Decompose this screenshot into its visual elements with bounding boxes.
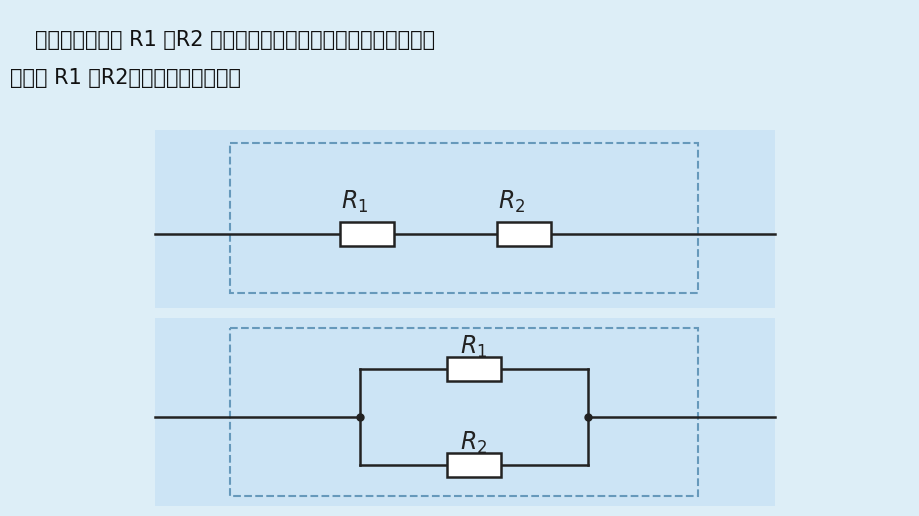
Text: $R_1$: $R_1$ xyxy=(460,334,487,360)
Text: $R_2$: $R_2$ xyxy=(498,189,525,215)
Bar xyxy=(230,328,698,496)
Bar xyxy=(447,357,501,381)
Bar xyxy=(154,318,774,506)
Bar xyxy=(447,453,501,477)
Text: 如果把两个电阻 R1 、R2 串联或并联后看成一个电阻，你认为这个: 如果把两个电阻 R1 、R2 串联或并联后看成一个电阻，你认为这个 xyxy=(35,30,435,50)
Text: $R_2$: $R_2$ xyxy=(460,430,487,456)
Bar xyxy=(154,130,774,308)
Bar xyxy=(340,222,393,246)
Text: $R_1$: $R_1$ xyxy=(341,189,369,215)
Bar xyxy=(496,222,550,246)
Bar xyxy=(230,143,698,293)
Text: 电阻跟 R1 、R2应该是怎样的关系？: 电阻跟 R1 、R2应该是怎样的关系？ xyxy=(10,68,241,88)
